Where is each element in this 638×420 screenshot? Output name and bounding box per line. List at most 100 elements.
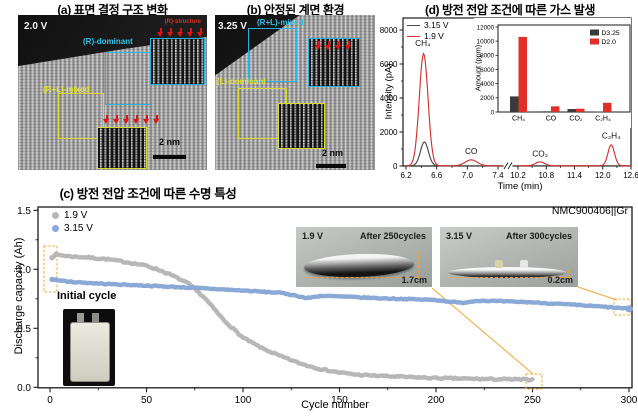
thickness-measure [568,270,569,279]
photo2-voltage: 3.15 V [446,231,473,241]
y-tick-label: 0.0 [17,383,31,394]
c-x-axis-label: Cycle number [301,399,369,411]
inset-y-tick-label: 4000 [480,81,495,88]
surface-phase-label: (R)-structure [164,19,201,25]
measure-baseline [306,277,418,278]
legend-line-icon [407,35,420,37]
y-tick-label: 8000 [380,26,398,35]
peak-label: CO [465,146,478,156]
initial-cycle-photo [63,309,115,386]
tem-image-a: 2.0 V (R)-structure (R)-dominant (R+L)-m… [18,15,207,170]
panel-b-title: (b) 안정된 계면 환경 [246,3,345,17]
d-legend-315: 3.15 V [407,20,449,30]
panel-c-title: (c) 방전 전압 조건에 따른 수명 특성 [59,187,237,201]
red-arrow-icon [143,115,150,125]
c-legend-19: 1.9 V [52,210,87,221]
y-tick-label: 1.5 [17,206,31,217]
red-arrow-icon [103,115,110,125]
cell-tab [520,260,528,268]
red-arrow-icon [345,41,352,51]
peak-label: C₂H₄ [602,130,621,140]
first-cycle-point [49,276,55,282]
bar-d20 [518,36,527,112]
thickness-measure [418,251,419,278]
inset-y-tick-label: 2000 [480,95,495,102]
inset-y-axis-label: Amount (ppm) [474,45,483,91]
x-tick-label: 7.0 [462,171,474,180]
callout-box [525,373,543,390]
voltage-label-a: 2.0 V [24,21,48,32]
tem-image-b: 3.25 V (R+L)-mixed (L)-dominant 2 nm [215,15,375,170]
roi-box-cyan-b [248,28,297,82]
initial-cycle-label: Initial cycle [57,290,117,302]
d-y-axis-label: Intensity (pA) [383,63,395,120]
series-1.9 V [518,144,631,167]
inset-category-label: CH₄ [512,116,525,123]
magnified-inset-yellow-a [97,127,147,169]
y-tick-label: 2000 [380,128,398,137]
inset-category-label: C₂H₄ [595,116,611,123]
inset-category-label: CO [546,116,557,123]
bar-d325 [510,96,519,112]
scale-bar-a [153,155,186,159]
y-tick-label: 4000 [380,94,398,103]
inset-y-tick-label: 12000 [477,24,495,31]
x-tick-label: 200 [428,395,445,406]
first-cycle-point [49,254,55,261]
peak-label: CO₂ [532,148,548,158]
red-arrow-icon [167,28,174,38]
bar-d325 [542,111,551,112]
x-tick-label: 6.6 [431,171,443,180]
d-legend-19: 1.9 V [407,31,444,41]
c-legend-19-label: 1.9 V [64,210,88,221]
inset-y-tick-label: 6000 [480,67,495,74]
x-tick-label: 50 [141,395,153,406]
c-plot-frame [37,206,633,389]
photo1-after: After 250cycles [359,231,426,241]
panel-a-title: (a) 표면 결정 구조 변화 [57,3,168,17]
bar-d20 [576,108,585,112]
c-legend-315-label: 3.15 V [64,223,93,234]
mixed-label-a: (R+L)-mixed [43,85,90,94]
inset-y-tick-label: 0 [491,109,495,116]
l-dominant-label: (L)-dominant [217,77,266,86]
series-3.15 V [49,277,632,312]
y-tick-label: 0.5 [17,324,31,335]
c-y-axis-label: Discharge capacity (Ah) [13,237,25,355]
swollen-cell [303,252,415,279]
red-arrow-icon [153,115,160,125]
flat-cell [448,267,566,278]
red-arrow-icon [197,28,204,38]
inset-y-tick-label: 10000 [477,38,495,45]
cell-tab [77,313,84,322]
x-tick-label: 150 [331,395,348,406]
y-tick-label: 6000 [380,60,398,69]
cycle-life-chart: 0.0 0.5 1.0 1.5 0 50 100 150 200 250 300 [17,206,638,406]
red-arrow-icon [177,28,184,38]
x-tick-label: 300 [621,395,638,406]
measure-baseline [450,277,568,278]
inset-legend-swatch [590,29,599,36]
scale-bar-b [316,164,346,168]
inset-legend-label: D3.25 [602,30,620,37]
red-arrows-b [315,41,352,51]
legend-dot-icon [52,212,59,219]
d-legend-19-label: 1.9 V [424,31,444,41]
red-arrow-icon [157,28,164,38]
magnified-inset-cyan-b [308,38,360,87]
x-tick-label: 6.2 [400,171,412,180]
magnified-inset-cyan-a [150,38,205,85]
x-tick-label: 7.4 [492,171,504,180]
series-1.9 V [49,251,535,383]
photo2-after: After 300cycles [505,231,572,241]
cell-chemistry-label: NMC900406||Gr [551,205,628,217]
red-arrow-icon [113,115,120,125]
peak-label: CH₄ [415,38,431,48]
x-tick-label: 12.0 [595,171,611,180]
photo2-thickness: 0.2cm [547,275,573,285]
x-tick-label: 100 [235,395,252,406]
pouch-cell [70,322,110,382]
axis-break [507,162,513,170]
d-legend-315-label: 3.15 V [424,20,449,30]
